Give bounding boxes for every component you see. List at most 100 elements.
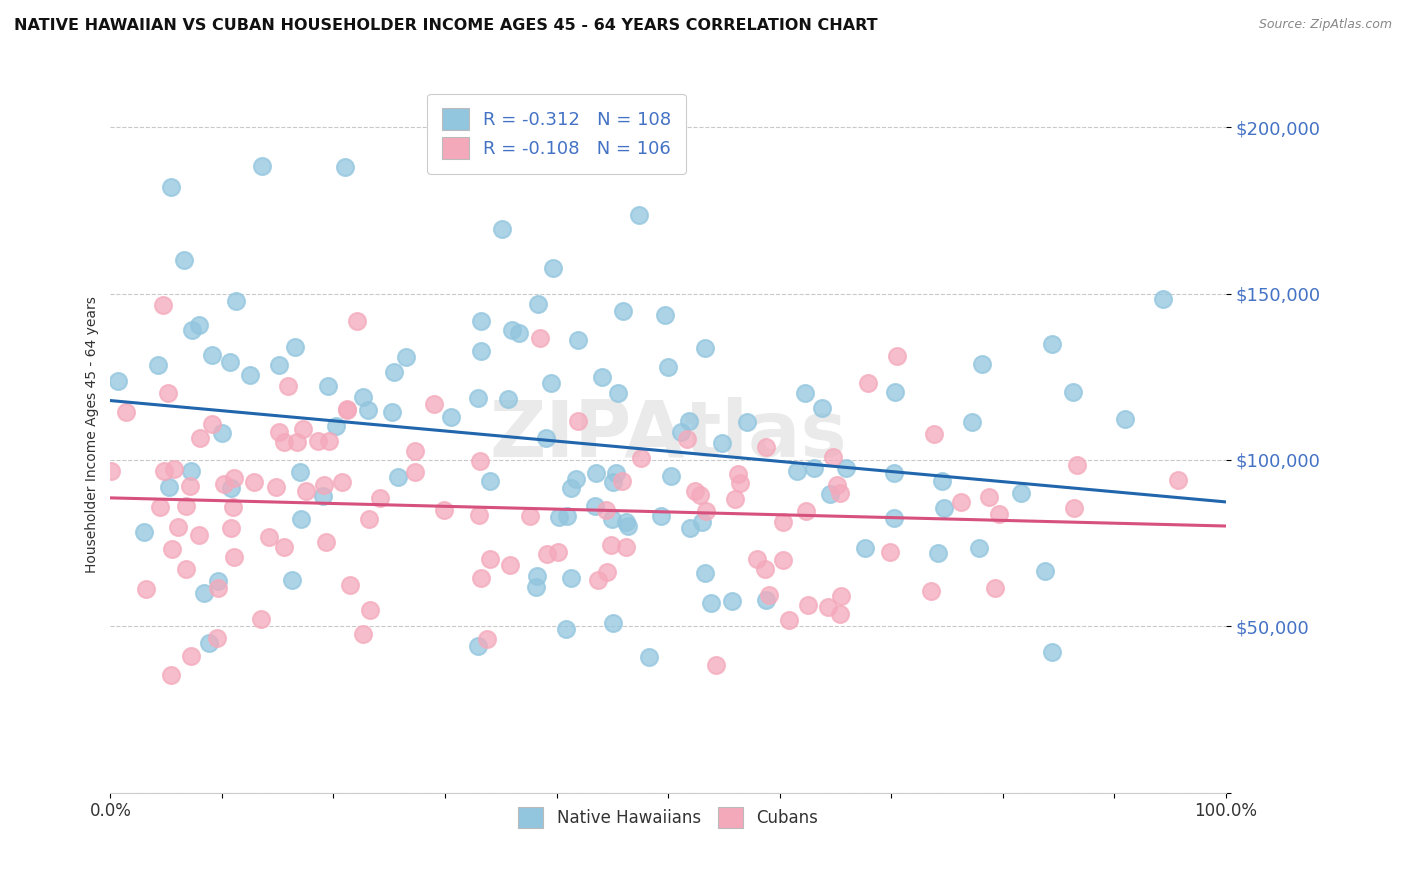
Point <box>567 333 589 347</box>
Point <box>922 426 945 441</box>
Point <box>755 592 778 607</box>
Point <box>970 357 993 371</box>
Text: ZIPAtlas: ZIPAtlas <box>489 397 846 473</box>
Point <box>159 668 181 682</box>
Point <box>654 308 676 322</box>
Point <box>132 525 155 540</box>
Point <box>534 431 557 445</box>
Point <box>927 546 949 560</box>
Point <box>1114 412 1136 426</box>
Point <box>988 507 1011 521</box>
Point <box>524 580 547 594</box>
Point <box>883 511 905 525</box>
Point <box>440 410 463 425</box>
Point <box>264 480 287 494</box>
Point <box>115 405 138 419</box>
Point <box>211 425 233 440</box>
Point <box>614 515 637 529</box>
Point <box>332 475 354 489</box>
Point <box>758 589 780 603</box>
Point <box>187 528 209 542</box>
Point <box>499 558 522 572</box>
Point <box>188 432 211 446</box>
Point <box>160 179 183 194</box>
Point <box>529 331 551 345</box>
Point <box>198 636 221 650</box>
Point <box>467 639 489 653</box>
Point <box>1010 485 1032 500</box>
Point <box>477 632 499 646</box>
Point <box>221 521 243 535</box>
Point <box>536 548 558 562</box>
Point <box>336 402 359 417</box>
Point <box>669 425 692 440</box>
Point <box>547 545 569 559</box>
Point <box>218 355 240 369</box>
Point <box>479 474 502 488</box>
Point <box>339 578 361 592</box>
Point <box>754 562 776 576</box>
Point <box>689 488 711 502</box>
Point <box>382 366 405 380</box>
Point <box>243 475 266 489</box>
Point <box>797 598 820 612</box>
Point <box>478 552 501 566</box>
Point <box>600 512 623 526</box>
Point <box>984 581 1007 595</box>
Point <box>595 503 617 517</box>
Point <box>803 461 825 475</box>
Point <box>501 323 523 337</box>
Point <box>273 540 295 554</box>
Point <box>745 552 768 566</box>
Point <box>555 622 578 636</box>
Point <box>835 461 858 475</box>
Point <box>555 508 578 523</box>
Point <box>423 397 446 411</box>
Point <box>205 632 228 646</box>
Point <box>325 419 347 434</box>
Point <box>612 475 634 489</box>
Point <box>174 562 197 576</box>
Point <box>1167 473 1189 487</box>
Point <box>817 600 839 615</box>
Point <box>772 515 794 529</box>
Point <box>828 486 851 500</box>
Point <box>560 481 582 495</box>
Point <box>316 379 339 393</box>
Point <box>146 359 169 373</box>
Point <box>496 392 519 406</box>
Point <box>333 160 356 174</box>
Point <box>277 378 299 392</box>
Point <box>856 376 879 390</box>
Point <box>180 464 202 478</box>
Point <box>727 467 749 481</box>
Point <box>690 516 713 530</box>
Point <box>786 464 808 478</box>
Point <box>519 509 541 524</box>
Point <box>288 465 311 479</box>
Point <box>710 436 733 450</box>
Point <box>359 602 381 616</box>
Point <box>700 595 723 609</box>
Point <box>222 500 245 514</box>
Text: Source: ZipAtlas.com: Source: ZipAtlas.com <box>1258 18 1392 31</box>
Point <box>285 434 308 449</box>
Point <box>853 541 876 556</box>
Point <box>207 574 229 588</box>
Point <box>352 627 374 641</box>
Point <box>157 480 180 494</box>
Point <box>152 298 174 312</box>
Point <box>201 348 224 362</box>
Point <box>107 375 129 389</box>
Point <box>292 422 315 436</box>
Point <box>467 391 489 405</box>
Point <box>659 469 682 483</box>
Point <box>312 478 335 492</box>
Point <box>735 415 758 429</box>
Point <box>683 483 706 498</box>
Point <box>491 222 513 236</box>
Point <box>657 359 679 374</box>
Point <box>219 481 242 495</box>
Point <box>508 326 530 340</box>
Point <box>280 573 302 587</box>
